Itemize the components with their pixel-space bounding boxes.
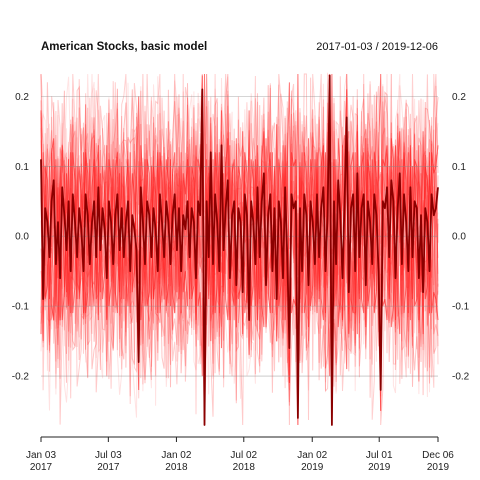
x-tick-label-year: 2017	[30, 462, 53, 473]
y-tick-label-left: -0.1	[12, 302, 30, 313]
fan-path-18	[40, 100, 439, 397]
y-axis-right: 0.2 0.1 0.0 -0.1 -0.2	[452, 92, 470, 383]
y-axis-left: 0.2 0.1 0.0 -0.1 -0.2	[12, 92, 30, 383]
x-tick-label-year: 2019	[368, 462, 391, 473]
y-tick-label-right: 0.0	[452, 232, 466, 243]
y-tick-label-left: 0.1	[15, 162, 29, 173]
series-main-line	[40, 74, 439, 426]
band-line-0	[40, 75, 439, 426]
y-tick-label-right: 0.2	[452, 92, 466, 103]
x-tick-label-year: 2018	[165, 462, 188, 473]
y-tick-label-left: 0.0	[15, 232, 29, 243]
fan-path-16	[40, 82, 439, 426]
y-tick-label-right: -0.1	[452, 302, 470, 313]
fan-path-13	[40, 78, 439, 379]
x-tick-label-date: Jul 01	[366, 450, 393, 461]
fan-path-21	[40, 94, 439, 329]
x-tick-label-date: Jan 02	[161, 450, 191, 461]
date-range-label: 2017-01-03 / 2019-12-06	[316, 41, 438, 53]
x-tick-label-year: 2017	[97, 462, 120, 473]
fan-path-15	[40, 81, 439, 391]
fan-path-5	[40, 90, 439, 387]
x-tick-label-date: Jul 02	[230, 450, 257, 461]
x-tick-label-year: 2019	[301, 462, 324, 473]
chart-title: American Stocks, basic model	[41, 41, 207, 53]
x-tick-label-date: Jul 03	[95, 450, 122, 461]
fan-path-8	[40, 73, 439, 397]
fan-path-9	[40, 73, 439, 395]
x-tick-label-date: Jan 03	[26, 450, 56, 461]
x-tick-label-year: 2019	[427, 462, 450, 473]
fan-path-10	[40, 73, 439, 426]
fan-path-2	[40, 73, 439, 418]
x-tick-label-year: 2018	[233, 462, 256, 473]
x-tick-label-date: Dec 06	[422, 450, 454, 461]
x-tick-label-date: Jan 02	[297, 450, 327, 461]
series-group	[40, 74, 439, 426]
band-line-1	[40, 73, 439, 377]
y-tick-label-right: 0.1	[452, 162, 466, 173]
y-tick-label-left: 0.2	[15, 92, 29, 103]
fan-path-0	[40, 155, 439, 354]
fan-path-19	[40, 100, 439, 399]
y-tick-label-left: -0.2	[12, 372, 30, 383]
y-tick-label-right: -0.2	[452, 372, 470, 383]
